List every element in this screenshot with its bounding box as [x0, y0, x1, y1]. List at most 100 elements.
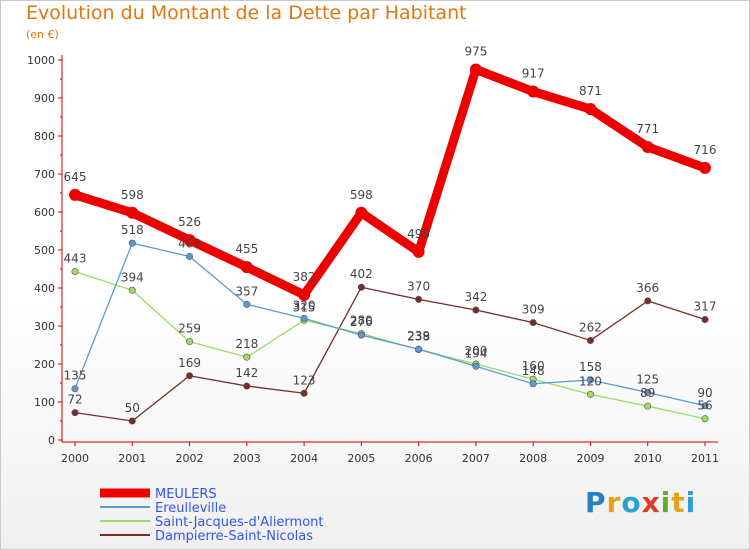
data-label: 495	[407, 227, 430, 241]
data-point	[128, 239, 136, 247]
data-point	[71, 385, 79, 393]
x-tick-label: 2006	[405, 452, 433, 465]
data-label: 975	[464, 45, 487, 59]
data-label: 771	[636, 122, 659, 136]
data-point	[472, 306, 480, 314]
data-label: 280	[350, 314, 373, 328]
data-point	[641, 141, 654, 154]
data-point	[644, 388, 652, 396]
chart-subtitle: (en €)	[26, 28, 59, 41]
data-point	[186, 372, 194, 380]
data-point	[469, 63, 482, 76]
data-label: 276	[350, 315, 373, 329]
data-point	[71, 268, 79, 276]
data-label: 148	[522, 364, 545, 378]
legend-label: MEULERS	[155, 487, 217, 502]
data-point	[240, 261, 253, 274]
data-label: 90	[697, 386, 712, 400]
data-point	[300, 389, 308, 397]
data-point	[415, 295, 423, 303]
data-label: 125	[636, 373, 659, 387]
data-label: 342	[464, 290, 487, 304]
x-tick-label: 2009	[576, 452, 604, 465]
data-label: 169	[178, 356, 201, 370]
data-label: 598	[121, 188, 144, 202]
x-tick-label: 2010	[634, 452, 662, 465]
x-tick-label: 2011	[691, 452, 719, 465]
data-point	[586, 390, 594, 398]
data-label: 402	[350, 267, 373, 281]
data-label: 394	[121, 270, 144, 284]
data-point	[472, 362, 480, 370]
x-tick-label: 2008	[519, 452, 547, 465]
x-tick-label: 2007	[462, 452, 490, 465]
x-tick-label: 2003	[233, 452, 261, 465]
data-point	[243, 382, 251, 390]
data-label: 598	[350, 188, 373, 202]
data-point	[415, 345, 423, 353]
data-label: 455	[235, 242, 258, 256]
x-tick-label: 2001	[118, 452, 146, 465]
data-label: 135	[64, 369, 87, 383]
data-point	[183, 234, 196, 247]
data-point	[586, 376, 594, 384]
data-point	[69, 188, 81, 201]
data-label: 871	[579, 84, 602, 98]
y-tick-label: 300	[34, 320, 55, 333]
data-label: 200	[464, 344, 487, 358]
series-line-0	[70, 65, 710, 300]
data-label: 89	[640, 386, 655, 400]
data-point	[586, 336, 594, 344]
data-label: 443	[64, 252, 87, 266]
data-label: 309	[522, 303, 545, 317]
data-point	[300, 314, 308, 322]
data-label: 716	[694, 143, 717, 157]
data-label: 526	[178, 215, 201, 229]
data-label: 317	[694, 300, 717, 314]
y-tick-label: 100	[34, 396, 55, 409]
data-point	[699, 161, 711, 174]
chart-title: Evolution du Montant de la Dette par Hab…	[26, 2, 467, 24]
y-tick-label: 700	[34, 168, 55, 181]
x-tick-label: 2002	[176, 452, 204, 465]
x-tick-label: 2005	[347, 452, 375, 465]
y-tick-label: 900	[34, 92, 55, 105]
data-label: 239	[407, 329, 430, 343]
data-point	[529, 319, 537, 327]
data-label: 357	[235, 284, 258, 298]
data-point	[355, 206, 368, 219]
data-label: 320	[293, 298, 316, 312]
data-label: 194	[464, 346, 487, 360]
data-point	[298, 288, 311, 301]
data-label: 259	[178, 322, 201, 336]
x-tick-label: 2000	[61, 452, 89, 465]
data-label: 56	[697, 399, 712, 413]
legend-label: Saint-Jacques-d'Aliermont	[155, 515, 324, 530]
legend-label: Dampierre-Saint-Nicolas	[155, 529, 313, 544]
data-point	[701, 402, 709, 410]
x-tick-label: 2004	[290, 452, 318, 465]
data-label: 382	[293, 270, 316, 284]
data-label: 917	[522, 67, 545, 81]
series-line-1	[74, 242, 706, 407]
data-point	[644, 297, 652, 305]
y-tick-label: 500	[34, 244, 55, 257]
data-label: 518	[121, 223, 144, 237]
y-tick-label: 200	[34, 358, 55, 371]
y-tick-label: 1000	[27, 54, 55, 67]
data-label: 370	[407, 279, 430, 293]
data-point	[243, 353, 251, 361]
data-label: 366	[636, 281, 659, 295]
data-point	[128, 417, 136, 425]
legend-label: Ereulleville	[155, 501, 226, 516]
data-point	[527, 85, 540, 98]
data-point	[412, 245, 425, 258]
data-label: 158	[579, 360, 602, 374]
data-point	[701, 316, 709, 324]
series-line-3	[74, 286, 706, 422]
data-label: 50	[125, 401, 140, 415]
data-point	[128, 286, 136, 294]
data-point	[71, 409, 79, 417]
